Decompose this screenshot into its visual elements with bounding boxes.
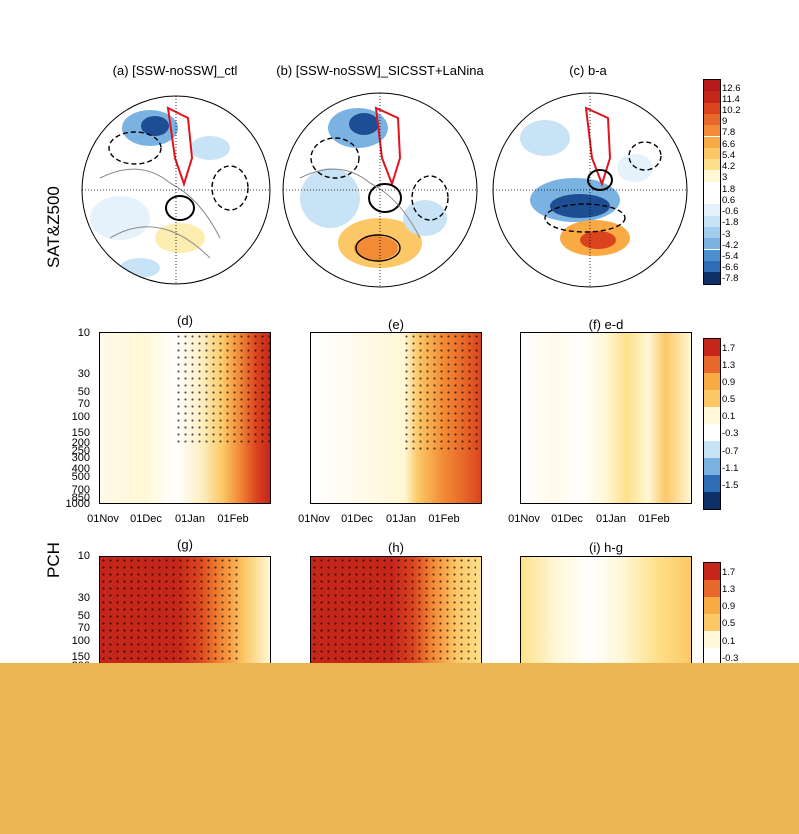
height-title-g: (g) <box>177 537 193 552</box>
colorbar-sat <box>703 79 721 285</box>
polar-map-a <box>81 95 271 285</box>
y-tick-label: 10 <box>77 327 90 339</box>
colorbar-pch-label: -0.7 <box>722 446 739 457</box>
colorbar-sat-label: 7.8 <box>722 127 736 138</box>
colorbar-sat-label: 1.8 <box>722 184 736 195</box>
colorbar-pch-label: 0.1 <box>722 636 736 647</box>
height-panel-e <box>310 332 482 504</box>
colorbar-sat-label: -1.8 <box>722 217 739 228</box>
colorbar-sat-label: 11.4 <box>722 94 740 105</box>
y-tick-label: 400 <box>71 463 90 475</box>
colorbar-pch-label: -1.5 <box>722 480 739 491</box>
y-tick-label: 850 <box>71 492 90 504</box>
colorbar-sat-label: 5.4 <box>722 150 736 161</box>
colorbar-pch-label: 0.5 <box>722 618 736 629</box>
map-title-c: (c) b-a <box>569 63 607 78</box>
y-tick-label: 500 <box>71 471 90 483</box>
y-tick-label: 50 <box>77 610 90 622</box>
x-tick-label: 01Nov <box>87 513 119 525</box>
polar-map-b <box>282 92 478 288</box>
colorbar-sat-label: -3 <box>722 229 731 240</box>
y-tick-label: 150 <box>71 427 90 439</box>
x-tick-label: 01Feb <box>638 513 670 525</box>
colorbar-sat-label: 0.6 <box>722 195 736 206</box>
colorbar-sat-label: 10.2 <box>722 105 741 116</box>
x-tick-label: 01Jan <box>386 513 416 525</box>
y-tick-label: 200 <box>71 437 90 449</box>
colorbar-sat-label: 6.6 <box>722 139 736 150</box>
colorbar-sat-label: 12.6 <box>722 83 741 94</box>
row-label-sat-z500: SAT&Z500 <box>44 186 63 268</box>
colorbar-sat-label: -5.4 <box>722 251 739 262</box>
y-tick-label: 250 <box>71 445 90 457</box>
colorbar-pch-label: 1.7 <box>722 343 736 354</box>
colorbar-pch-label: 0.5 <box>722 394 736 405</box>
y-tick-label: 30 <box>77 592 90 604</box>
colorbar-pch-label: 1.7 <box>722 567 736 578</box>
x-tick-label: 01Dec <box>551 513 583 525</box>
colorbar-sat-label: 3 <box>722 172 728 183</box>
x-tick-label: 01Nov <box>508 513 540 525</box>
colorbar-pch-label: -1.1 <box>722 463 739 474</box>
colorbar-sat-label: -6.6 <box>722 262 739 273</box>
x-tick-label: 01Dec <box>341 513 373 525</box>
bottom-overlay <box>0 663 799 834</box>
colorbar-pch-label: 0.9 <box>722 601 736 612</box>
x-tick-label: 01Jan <box>596 513 626 525</box>
colorbar-pch-label: 0.1 <box>722 411 736 422</box>
colorbar-sat-label: -0.6 <box>722 206 739 217</box>
colorbar-pch-label: -0.3 <box>722 653 739 664</box>
height-title-h: (h) <box>388 540 404 555</box>
x-tick-label: 01Feb <box>428 513 460 525</box>
colorbar-pch-label: 1.3 <box>722 360 736 371</box>
y-tick-label: 30 <box>77 368 90 380</box>
y-tick-label: 10 <box>77 550 90 562</box>
y-tick-label: 100 <box>71 411 90 423</box>
y-tick-label: 1000 <box>65 498 90 510</box>
colorbar-sat-label: 9 <box>722 116 728 127</box>
y-tick-label: 100 <box>71 635 90 647</box>
colorbar-pch <box>703 338 721 510</box>
y-tick-label: 50 <box>77 386 90 398</box>
colorbar-sat-label: -7.8 <box>722 273 739 284</box>
colorbar-pch-label: 1.3 <box>722 584 736 595</box>
colorbar-pch-label: 0.9 <box>722 377 736 388</box>
x-tick-label: 01Dec <box>130 513 162 525</box>
colorbar-sat-label: 4.2 <box>722 161 736 172</box>
polar-map-c <box>492 92 688 288</box>
height-panel-f <box>520 332 692 504</box>
y-tick-label: 70 <box>77 622 90 634</box>
height-title-e: (e) <box>388 317 404 332</box>
map-title-a: (a) [SSW-noSSW]_ctl <box>112 63 238 78</box>
y-tick-label: 700 <box>71 484 90 496</box>
y-tick-label: 300 <box>71 452 90 464</box>
x-tick-label: 01Nov <box>298 513 330 525</box>
colorbar-pch-label: -0.3 <box>722 428 739 439</box>
x-tick-label: 01Feb <box>217 513 249 525</box>
colorbar-sat-label: -4.2 <box>722 240 739 251</box>
height-panel-d <box>99 332 271 504</box>
y-tick-label: 150 <box>71 651 90 663</box>
height-title-d: (d) <box>177 313 193 328</box>
height-title-f: (f) e-d <box>588 317 624 332</box>
x-tick-label: 01Jan <box>175 513 205 525</box>
map-title-b: (b) [SSW-noSSW]_SICSST+LaNina <box>276 63 484 78</box>
y-tick-label: 70 <box>77 398 90 410</box>
height-title-i: (i) h-g <box>589 540 623 555</box>
